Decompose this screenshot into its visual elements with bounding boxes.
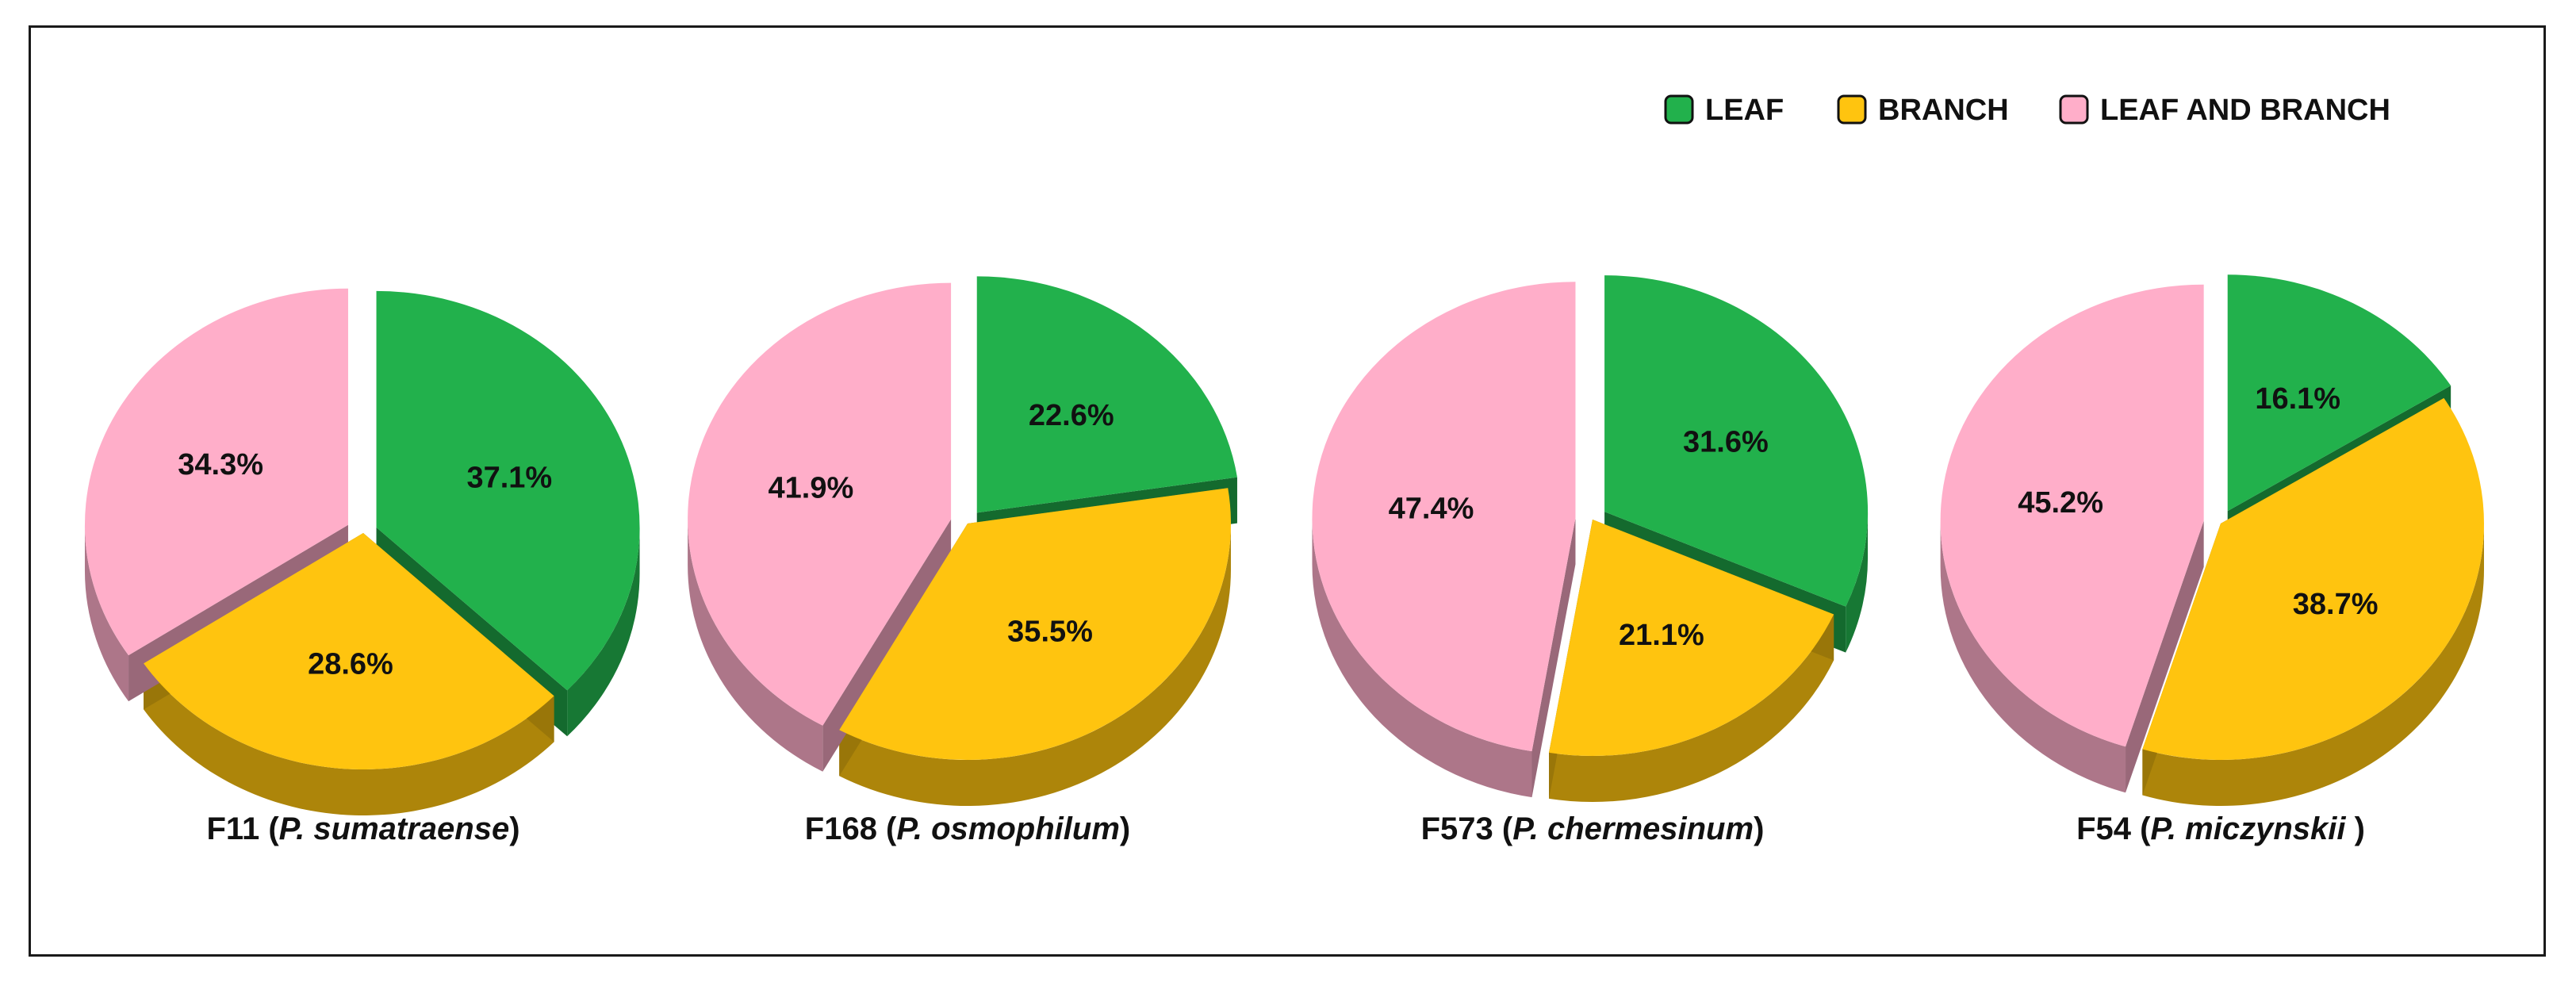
legend-label: LEAF — [1705, 94, 1784, 127]
slice-leaf-and-branch — [1312, 282, 1576, 752]
pie-title: F168 (P. osmophilum) — [805, 811, 1130, 846]
pie-title: F54 (P. miczynskii ) — [2076, 811, 2365, 846]
slice-side-leaf — [567, 527, 640, 737]
slice-data-label: 28.6% — [308, 647, 393, 681]
slice-data-label: 22.6% — [1029, 399, 1114, 432]
pie-title-species: P. sumatraense — [279, 811, 510, 846]
slice-leaf — [2227, 274, 2451, 512]
slice-data-label: 21.1% — [1619, 619, 1704, 652]
slice-branch — [144, 533, 554, 769]
slice-branch — [2142, 397, 2485, 760]
slice-data-label: 45.2% — [2018, 486, 2103, 520]
legend-item-branch: BRANCH — [1837, 94, 2009, 127]
slice-data-label: 16.1% — [2255, 382, 2340, 416]
pie-title-id: F11 ( — [206, 811, 279, 846]
slice-data-label: 35.5% — [1007, 616, 1093, 649]
slice-side-leaf-and-branch — [1940, 520, 2126, 793]
pie-title-end: ) — [2346, 811, 2365, 846]
pie-title-end: ) — [509, 811, 519, 846]
pie-title-end: ) — [1120, 811, 1130, 846]
legend-item-leaf-and-branch: LEAF AND BRANCH — [2059, 94, 2390, 127]
pie-title: F11 (P. sumatraense) — [206, 811, 519, 846]
slice-data-label: 34.3% — [178, 448, 263, 481]
legend-label: LEAF AND BRANCH — [2100, 94, 2390, 127]
legend-swatch — [1664, 94, 1694, 125]
slice-leaf — [376, 290, 640, 691]
pie-chart-2: 22.6% 35.5% 41.9% F168 (P. osmophilum) — [688, 276, 1237, 846]
slice-branch — [839, 488, 1231, 760]
legend-swatch — [2059, 94, 2089, 125]
pie-title-end: ) — [1754, 811, 1764, 846]
slice-leaf-and-branch — [84, 288, 348, 656]
pie-chart-4: 16.1% 38.7% 45.2% F54 (P. miczynskii ) — [1940, 274, 2485, 846]
pie-title-id: F168 ( — [805, 811, 897, 846]
pie-title: F573 (P. chermesinum) — [1421, 811, 1765, 846]
slice-data-label: 37.1% — [466, 461, 552, 494]
slice-side-leaf-and-branch — [84, 524, 129, 702]
slice-side-branch — [1549, 614, 1834, 802]
pie-title-species: P. osmophilum — [896, 811, 1120, 846]
slice-leaf — [1604, 275, 1869, 607]
slice-leaf-and-branch — [1940, 284, 2204, 747]
slice-side-branch — [2142, 524, 2484, 806]
slice-side-leaf — [1846, 512, 1869, 653]
slice-leaf — [976, 276, 1237, 513]
slice-side-branch — [144, 663, 554, 815]
pie-title-species: P. miczynskii — [2150, 811, 2346, 846]
legend-label: BRANCH — [1878, 94, 2009, 127]
slice-data-label: 47.4% — [1389, 493, 1474, 526]
pie-chart-3: 31.6% 21.1% 47.4% F573 (P. chermesinum) — [1312, 275, 1869, 846]
legend-item-leaf: LEAF — [1664, 94, 1784, 127]
slice-leaf-and-branch — [688, 282, 952, 726]
slice-data-label: 31.6% — [1683, 425, 1769, 458]
pie-title-id: F573 ( — [1421, 811, 1513, 846]
pie-title-species: P. chermesinum — [1512, 811, 1754, 846]
slice-side-leaf-and-branch — [1312, 518, 1532, 798]
slice-data-label: 41.9% — [769, 471, 854, 504]
slice-side-branch — [839, 524, 1231, 807]
legend-swatch — [1837, 94, 1867, 125]
slice-cut-face — [2126, 520, 2204, 793]
slice-branch — [1549, 520, 1834, 756]
slice-cut-face — [1531, 518, 1576, 798]
pie-chart-1: 37.1% 28.6% 34.3% F11 (P. sumatraense) — [84, 288, 640, 846]
slice-side-leaf-and-branch — [688, 519, 823, 772]
slice-data-label: 38.7% — [2293, 588, 2379, 621]
pie-title-id: F54 ( — [2076, 811, 2151, 846]
